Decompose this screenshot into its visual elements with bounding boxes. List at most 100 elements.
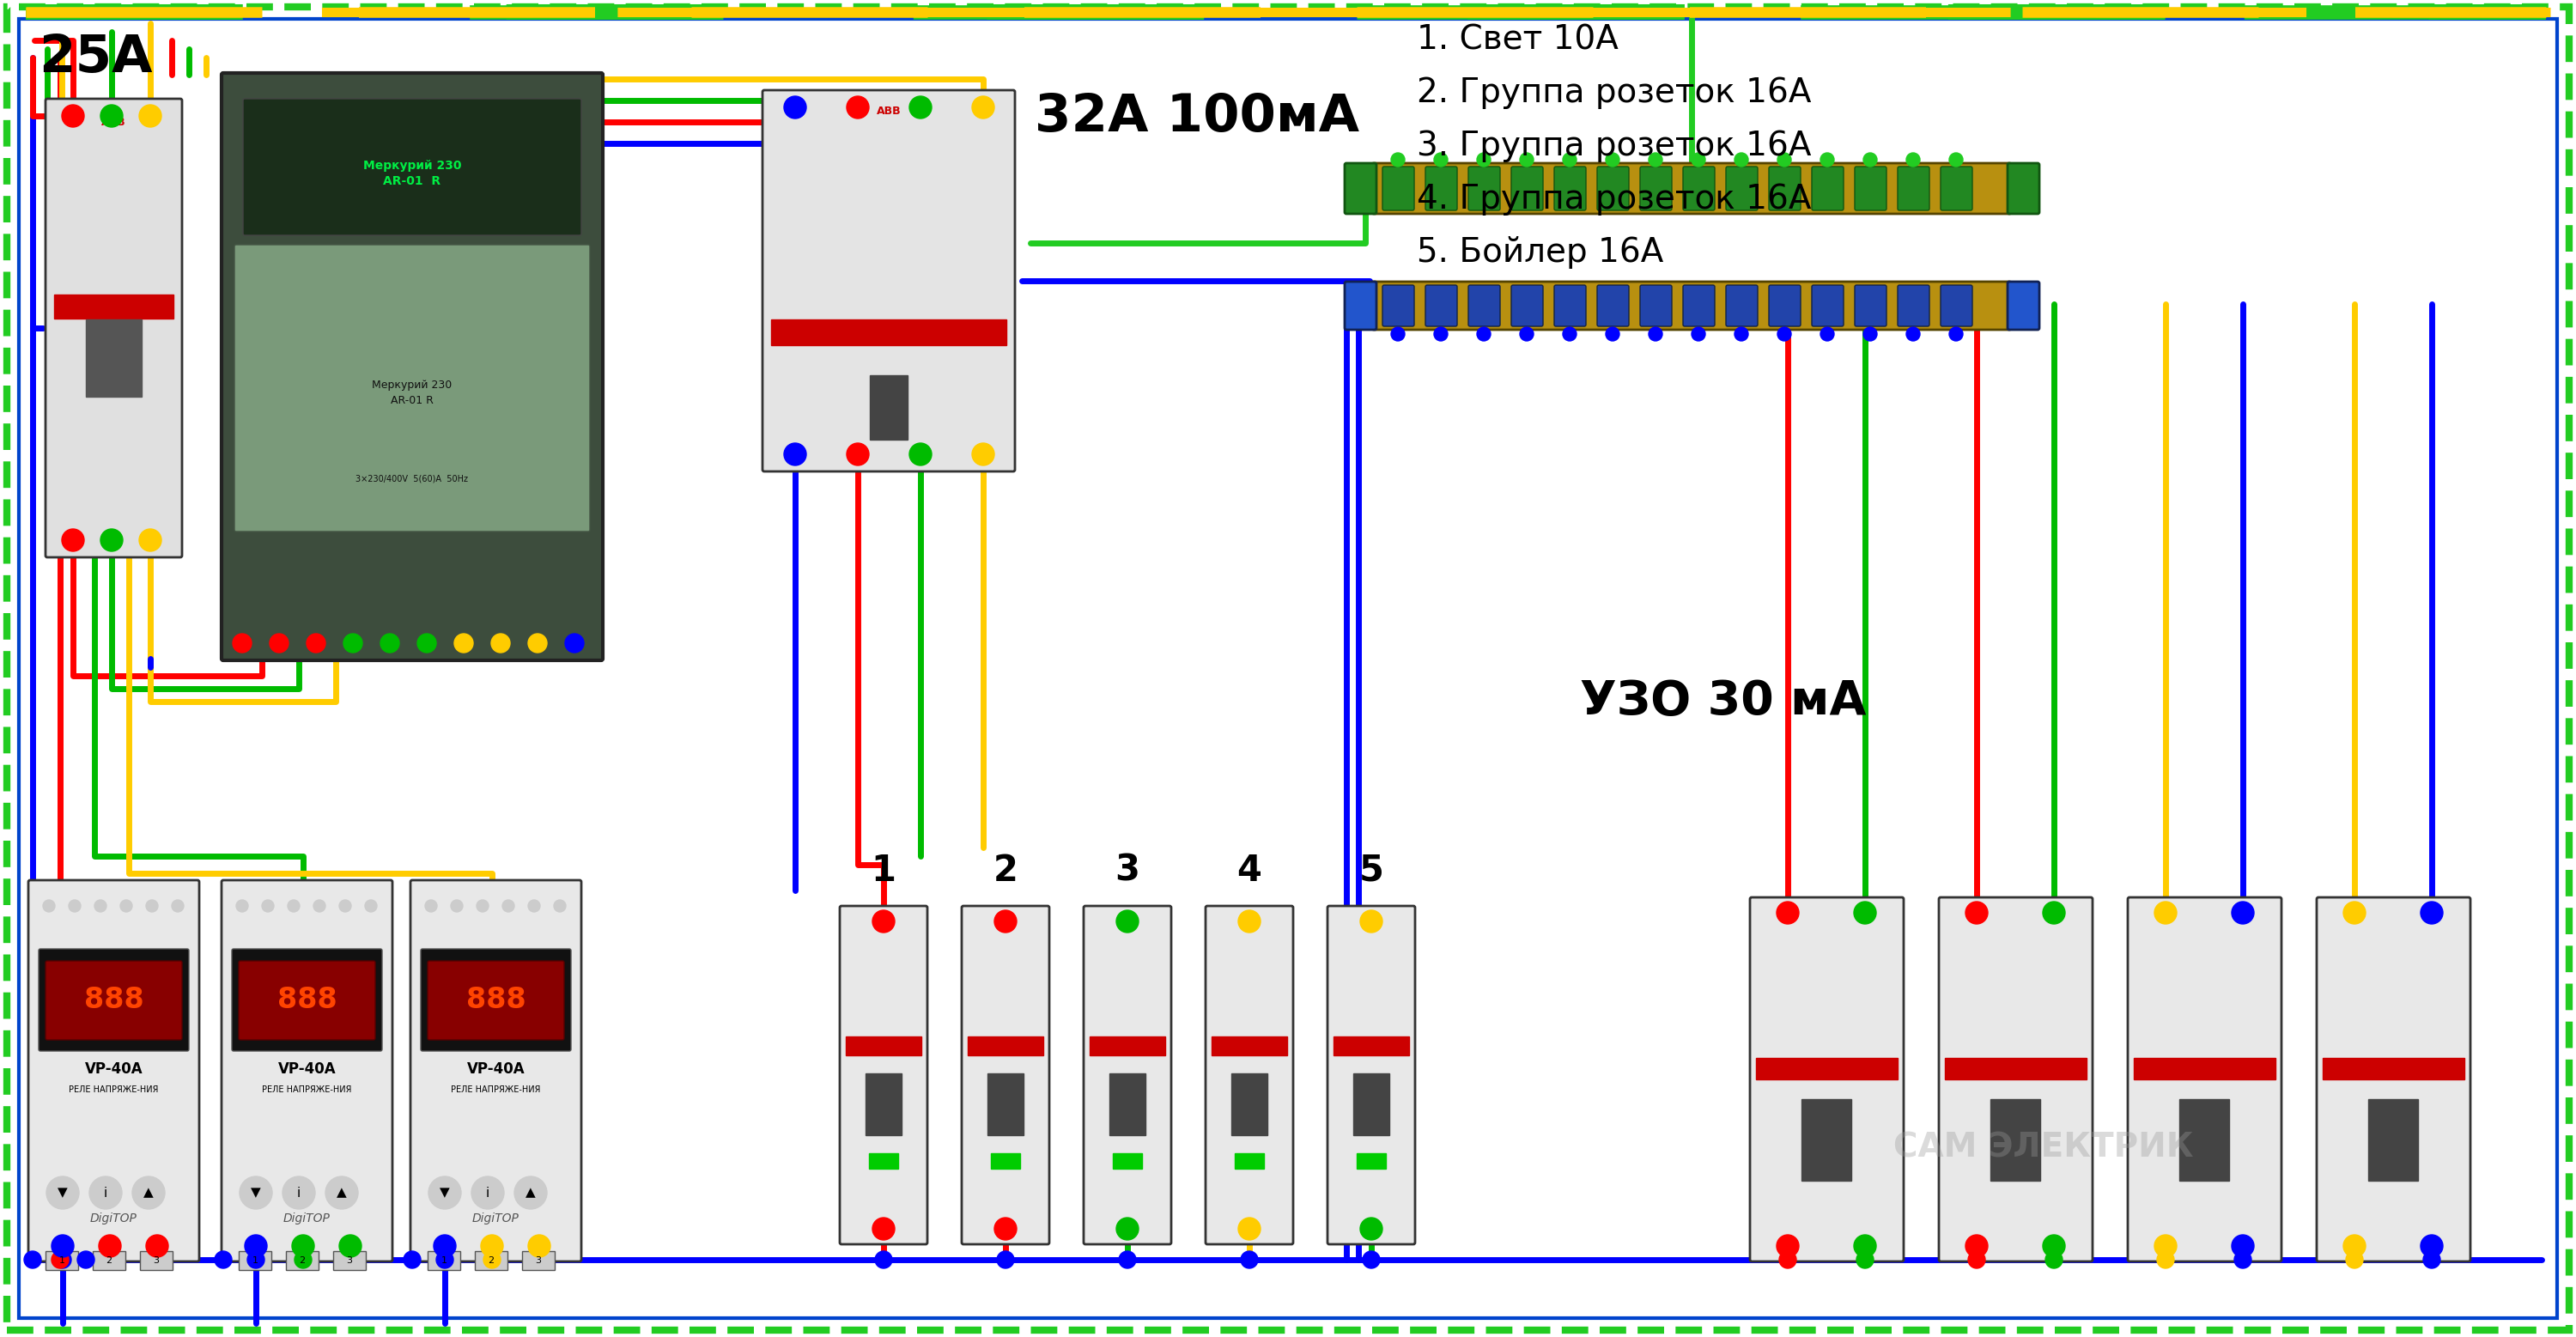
- Bar: [987, 1074, 1023, 1135]
- Circle shape: [2424, 1251, 2439, 1269]
- Text: i: i: [103, 1186, 108, 1199]
- Circle shape: [435, 1251, 453, 1269]
- Circle shape: [1780, 1251, 1795, 1269]
- FancyBboxPatch shape: [410, 880, 582, 1261]
- Circle shape: [100, 529, 124, 551]
- Circle shape: [1564, 152, 1577, 167]
- Circle shape: [1821, 328, 1834, 341]
- FancyBboxPatch shape: [2007, 163, 2040, 214]
- FancyBboxPatch shape: [1425, 285, 1458, 326]
- Circle shape: [971, 443, 994, 465]
- Text: 3. Группа розеток 16A: 3. Группа розеток 16A: [1417, 130, 1811, 162]
- Text: 32A 100мA: 32A 100мA: [1036, 92, 1360, 143]
- FancyBboxPatch shape: [1327, 906, 1414, 1245]
- Bar: [1211, 1036, 1288, 1055]
- Text: DigiTOP: DigiTOP: [90, 1213, 137, 1225]
- Text: 5: 5: [1360, 853, 1383, 889]
- Bar: [46, 1251, 77, 1270]
- FancyBboxPatch shape: [240, 961, 376, 1040]
- Circle shape: [1242, 1251, 1257, 1269]
- FancyBboxPatch shape: [1770, 167, 1801, 210]
- FancyBboxPatch shape: [2007, 282, 2040, 330]
- Circle shape: [1855, 1235, 1875, 1257]
- Bar: [992, 1154, 1020, 1169]
- Circle shape: [484, 1251, 500, 1269]
- Circle shape: [70, 900, 80, 912]
- Bar: [1110, 1074, 1146, 1135]
- Circle shape: [404, 1251, 420, 1269]
- Bar: [1113, 1154, 1141, 1169]
- Text: САМ ЭЛЕКТРИК: САМ ЭЛЕКТРИК: [1893, 1131, 2195, 1165]
- Bar: [1945, 1058, 2087, 1079]
- Circle shape: [54, 1251, 72, 1269]
- Circle shape: [451, 900, 464, 912]
- Circle shape: [1363, 1251, 1381, 1269]
- Circle shape: [1115, 910, 1139, 932]
- Circle shape: [515, 1177, 546, 1209]
- Circle shape: [2344, 901, 2365, 924]
- Bar: [2324, 1058, 2465, 1079]
- Circle shape: [2421, 901, 2442, 924]
- Circle shape: [283, 1177, 314, 1209]
- Circle shape: [471, 1177, 505, 1209]
- Circle shape: [237, 900, 247, 912]
- Text: ▲: ▲: [337, 1186, 348, 1199]
- Text: 2: 2: [994, 853, 1018, 889]
- FancyBboxPatch shape: [1682, 167, 1716, 210]
- Circle shape: [425, 900, 438, 912]
- Circle shape: [2231, 901, 2254, 924]
- Bar: [1352, 1074, 1388, 1135]
- FancyBboxPatch shape: [1512, 285, 1543, 326]
- Circle shape: [417, 634, 435, 652]
- Bar: [1757, 1058, 1899, 1079]
- Circle shape: [139, 529, 162, 551]
- Text: 3: 3: [345, 1257, 353, 1265]
- FancyBboxPatch shape: [46, 961, 183, 1040]
- Circle shape: [873, 1218, 894, 1239]
- Circle shape: [1435, 328, 1448, 341]
- Circle shape: [325, 1177, 358, 1209]
- Circle shape: [90, 1177, 121, 1209]
- FancyBboxPatch shape: [1468, 285, 1499, 326]
- Circle shape: [2347, 1251, 2362, 1269]
- Circle shape: [381, 634, 399, 652]
- Bar: [332, 1251, 366, 1270]
- Bar: [85, 320, 142, 396]
- FancyBboxPatch shape: [1641, 167, 1672, 210]
- Bar: [54, 295, 173, 320]
- Circle shape: [1821, 152, 1834, 167]
- Text: 4: 4: [1236, 853, 1262, 889]
- Circle shape: [909, 443, 933, 465]
- Circle shape: [173, 900, 183, 912]
- Text: 888: 888: [85, 987, 144, 1015]
- Circle shape: [1692, 152, 1705, 167]
- Circle shape: [343, 634, 363, 652]
- Circle shape: [263, 900, 273, 912]
- FancyBboxPatch shape: [1345, 163, 1376, 214]
- Bar: [474, 1251, 507, 1270]
- Circle shape: [783, 96, 806, 119]
- FancyBboxPatch shape: [1206, 906, 1293, 1245]
- Text: 3: 3: [155, 1257, 160, 1265]
- Text: ABB: ABB: [876, 106, 902, 116]
- Circle shape: [340, 1235, 361, 1257]
- Text: РЕЛЕ НАПРЯЖЕ-НИЯ: РЕЛЕ НАПРЯЖЕ-НИЯ: [451, 1086, 541, 1094]
- FancyBboxPatch shape: [1811, 167, 1844, 210]
- FancyBboxPatch shape: [428, 961, 564, 1040]
- FancyBboxPatch shape: [1373, 282, 2012, 330]
- FancyBboxPatch shape: [222, 880, 392, 1261]
- Text: VP-40A: VP-40A: [278, 1062, 335, 1076]
- Bar: [969, 1036, 1043, 1055]
- Circle shape: [1239, 1218, 1260, 1239]
- Circle shape: [1520, 152, 1533, 167]
- Circle shape: [1862, 152, 1878, 167]
- Circle shape: [1950, 152, 1963, 167]
- Circle shape: [62, 104, 85, 127]
- FancyBboxPatch shape: [1383, 285, 1414, 326]
- Circle shape: [2233, 1251, 2251, 1269]
- Circle shape: [1605, 152, 1620, 167]
- Text: ▲: ▲: [144, 1186, 155, 1199]
- Bar: [871, 376, 907, 440]
- Text: 2. Группа розеток 16A: 2. Группа розеток 16A: [1417, 76, 1811, 110]
- FancyBboxPatch shape: [2316, 897, 2470, 1261]
